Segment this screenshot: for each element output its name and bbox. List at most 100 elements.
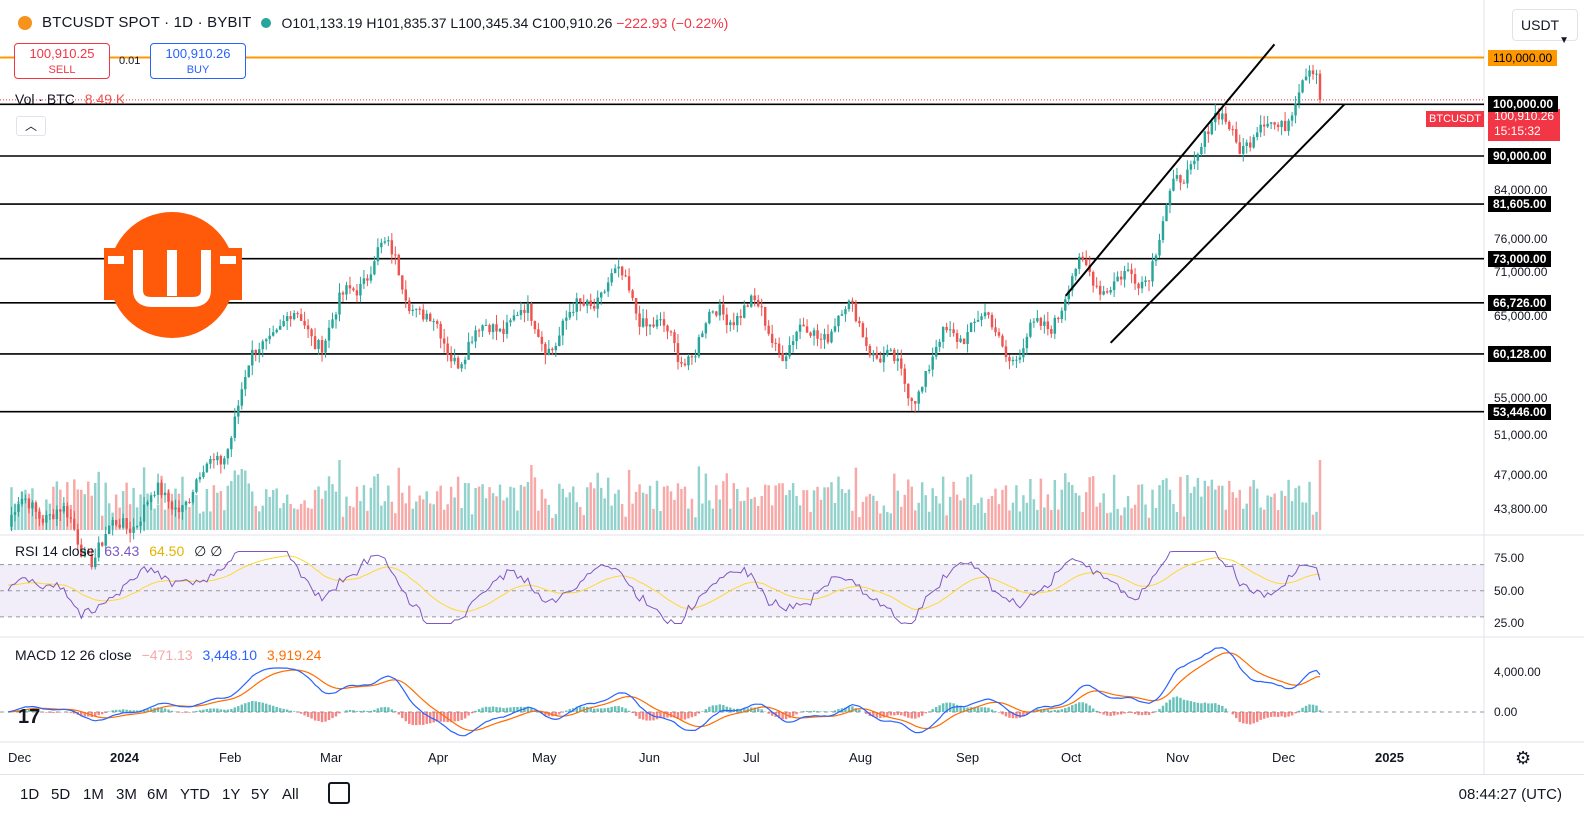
candle-body <box>310 329 313 337</box>
candle-body <box>708 311 711 324</box>
volume-bar <box>317 486 320 530</box>
macd-hist-bar <box>233 707 237 712</box>
macd-hist-bar <box>512 707 516 712</box>
rsi-legend[interactable]: RSI 14 close 63.43 64.50 ∅ ∅ <box>15 543 222 560</box>
range-button-6m[interactable]: 6M <box>147 786 168 803</box>
candle-body <box>788 345 791 357</box>
volume-bar <box>893 473 896 530</box>
volume-bar <box>732 483 736 530</box>
volume-bar <box>540 489 544 530</box>
volume-bar <box>463 482 467 530</box>
sell-price: 100,910.25 <box>29 46 95 61</box>
candle-body <box>575 298 578 312</box>
macd-pane <box>0 646 1484 737</box>
volume-bar <box>666 485 669 530</box>
macd-hist-bar <box>484 706 488 712</box>
candle-body <box>652 324 655 327</box>
range-button-5y[interactable]: 5Y <box>251 786 270 803</box>
macd-hist-bar <box>488 706 491 712</box>
volume-legend[interactable]: Vol · BTC 8.49 K <box>15 91 125 107</box>
candle-body <box>334 314 338 320</box>
buy-button[interactable]: 100,910.26 BUY <box>150 43 246 79</box>
macd-hist-bar <box>327 712 331 720</box>
macd-hist-bar <box>449 712 453 723</box>
macd-hist-bar <box>453 712 456 722</box>
macd-hist-bar <box>830 711 833 712</box>
macd-hist-bar <box>1161 705 1165 712</box>
macd-hist-bar <box>299 712 303 714</box>
candle-body <box>1098 285 1102 295</box>
volume-bar <box>620 503 624 530</box>
range-button-1d[interactable]: 1D <box>20 786 40 803</box>
macd-hist-bar <box>1259 712 1262 720</box>
gear-icon[interactable]: ⚙ <box>1515 748 1532 768</box>
candle-body <box>362 278 366 284</box>
clock[interactable]: 08:44:27 (UTC) <box>1458 786 1562 803</box>
volume-bar <box>903 494 906 530</box>
macd-hist-bar <box>97 712 100 716</box>
macd-hist-bar <box>289 710 292 712</box>
sell-button[interactable]: 100,910.25 SELL <box>14 43 110 79</box>
candle-body <box>554 345 558 351</box>
macd-hist-bar <box>495 707 498 712</box>
candle-body <box>345 285 348 295</box>
volume-bar <box>282 503 285 530</box>
volume-bar <box>418 495 421 530</box>
currency-selector[interactable]: USDT ▼ <box>1512 9 1578 46</box>
candle-body <box>1133 274 1137 284</box>
candle-body <box>1318 73 1322 100</box>
tradingview-logo[interactable]: 17 <box>18 706 41 728</box>
candle-body <box>467 341 470 360</box>
macd-hist-bar <box>24 709 27 712</box>
volume-bar <box>373 476 376 530</box>
candle-body <box>97 542 100 558</box>
candle-body <box>1186 169 1189 184</box>
range-button-1y[interactable]: 1Y <box>222 786 241 803</box>
macd-hist-bar <box>1088 705 1091 712</box>
price-tick-label: 47,000.00 <box>1494 467 1548 482</box>
candle-body <box>973 321 976 324</box>
candle-body <box>809 332 812 336</box>
time-tick-label: 2024 <box>110 750 139 765</box>
macd-hist-bar <box>1287 712 1290 717</box>
symbol-title[interactable]: BTCUSDT SPOT · 1D · BYBIT <box>42 14 252 31</box>
macd-hist-bar <box>48 712 52 713</box>
macd-hist-bar <box>132 710 135 712</box>
volume-bar <box>781 483 784 530</box>
macd-hist-bar <box>306 712 310 717</box>
volume-bar <box>1064 473 1067 530</box>
range-button-ytd[interactable]: YTD <box>180 786 210 803</box>
candle-body <box>317 339 320 349</box>
volume-bar <box>1165 478 1168 530</box>
volume-bar <box>415 501 418 530</box>
date-range-icon[interactable] <box>328 782 350 804</box>
macd-hist-bar <box>404 712 408 722</box>
range-button-5d[interactable]: 5D <box>51 786 71 803</box>
macd-hist-bar <box>80 712 83 717</box>
macd-hist-bar <box>460 712 463 721</box>
macd-hist-bar <box>66 712 69 713</box>
candle-body <box>669 331 673 333</box>
candle-body <box>1235 129 1238 143</box>
macd-hist-bar <box>847 706 851 712</box>
macd-hist-bar <box>491 706 495 712</box>
candle-body <box>20 498 24 505</box>
volume-bar <box>1280 490 1283 530</box>
candle-body <box>282 321 285 326</box>
sell-label: SELL <box>48 64 76 76</box>
volume-bar <box>847 489 851 530</box>
volume-bar <box>97 471 100 530</box>
range-button-3m[interactable]: 3M <box>116 786 137 803</box>
candle-body <box>589 300 592 306</box>
collapse-legend-button[interactable]: ︿ <box>16 116 46 136</box>
rsi-pane <box>0 551 1484 625</box>
volume-bar <box>397 467 401 530</box>
macd-hist-bar <box>931 709 934 712</box>
candle-body <box>840 314 844 316</box>
volume-bar <box>484 498 488 530</box>
range-button-all[interactable]: All <box>282 786 299 803</box>
chart-canvas[interactable] <box>0 0 1584 775</box>
volume-bar <box>230 481 233 530</box>
macd-legend[interactable]: MACD 12 26 close −471.13 3,448.10 3,919.… <box>15 647 321 663</box>
range-button-1m[interactable]: 1M <box>83 786 104 803</box>
